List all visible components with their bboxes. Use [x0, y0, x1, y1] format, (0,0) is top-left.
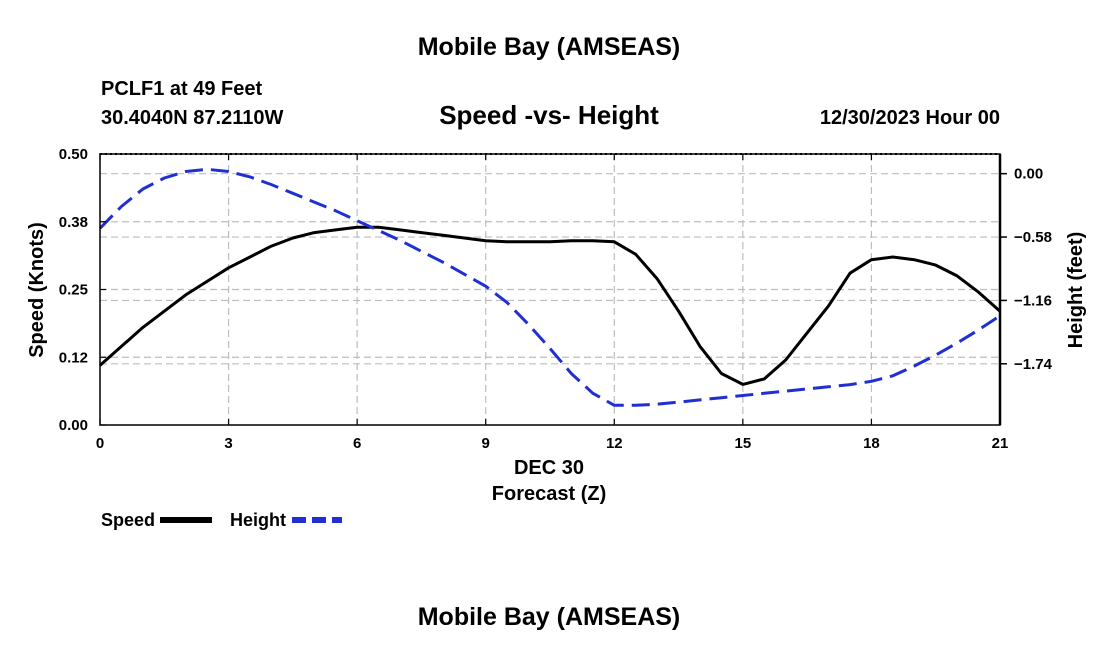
x-tick-label: 21: [992, 435, 1009, 452]
series-line-speed: [99, 225, 1001, 386]
y2-tick-label: −1.74: [1014, 356, 1053, 373]
y-tick-label: 0.38: [59, 214, 88, 231]
x-tick-label: 12: [606, 435, 623, 452]
legend-label-height: Height: [230, 510, 286, 530]
legend-label-speed: Speed: [101, 510, 155, 530]
y2-tick-label: −0.58: [1014, 229, 1052, 246]
x-tick-label: 6: [353, 435, 361, 452]
y2-tick-label: −1.16: [1014, 292, 1052, 309]
y2-tick-label: 0.00: [1014, 166, 1043, 183]
series-line-height: [98, 167, 1001, 407]
series-lines: [98, 167, 1001, 407]
x-tick-label: 9: [482, 435, 490, 452]
x-tick-label: 18: [863, 435, 880, 452]
station-label: PCLF1 at 49 Feet: [101, 78, 263, 100]
chart-main-title: Mobile Bay (AMSEAS): [418, 33, 681, 61]
chart-subtitle: Speed -vs- Height: [439, 100, 659, 130]
datetime-label: 12/30/2023 Hour 00: [820, 107, 1000, 129]
grid-lines: [100, 154, 1000, 425]
x-date-label: DEC 30: [514, 457, 584, 479]
y-tick-label: 0.00: [59, 417, 88, 434]
y-tick-label: 0.50: [59, 146, 88, 163]
axis-ticks: 0 3 6 9 12 15 18 21 0.00 0.12 0.25 0.38 0.50 0.00 −0.5…: [59, 146, 1053, 452]
x-axis-label: Forecast (Z): [492, 483, 606, 505]
y-tick-label: 0.25: [59, 282, 88, 299]
legend: Speed Height: [101, 510, 342, 530]
x-tick-label: 3: [224, 435, 232, 452]
y-tick-label: 0.12: [59, 349, 88, 366]
coords-label: 30.4040N 87.2110W: [101, 107, 283, 129]
y-axis-label: Speed (Knots): [26, 222, 48, 358]
y2-axis-label: Height (feet): [1065, 232, 1087, 349]
x-tick-label: 15: [735, 435, 752, 452]
x-tick-label: 0: [96, 435, 104, 452]
footer-title: Mobile Bay (AMSEAS): [418, 603, 681, 631]
